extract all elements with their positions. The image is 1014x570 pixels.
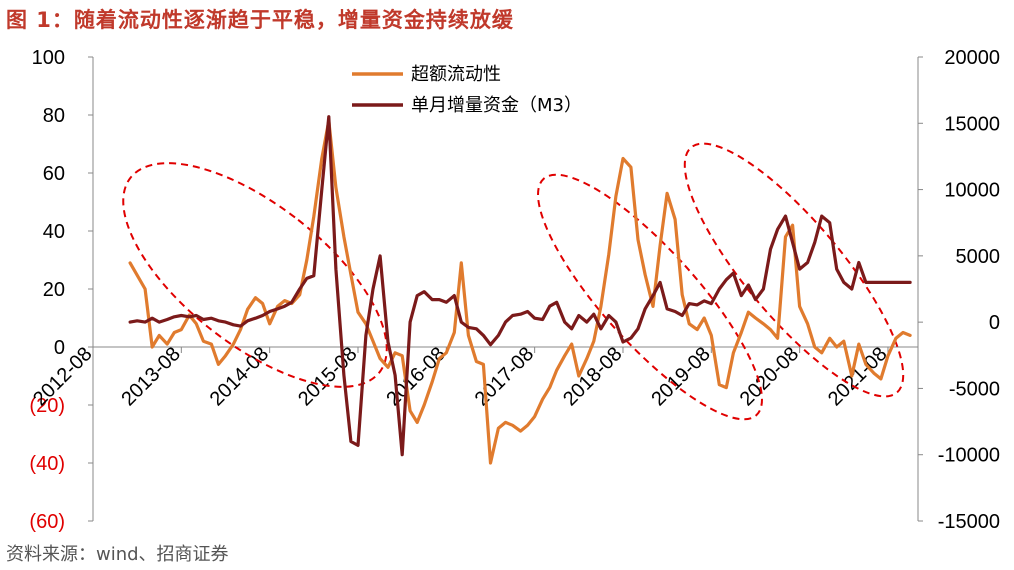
x-tick-label: 2018-08 (559, 343, 626, 410)
x-tick-label: 2015-08 (294, 343, 361, 410)
right-tick-label: 10000 (944, 180, 1000, 202)
left-tick-label: 40 (43, 221, 65, 243)
left-tick-label: (20) (29, 395, 65, 417)
left-tick-label: 80 (43, 105, 65, 127)
highlight-ellipse (122, 162, 388, 388)
chart-title: 图 1：随着流动性逐渐趋于平稳，增量资金持续放缓 (6, 8, 514, 32)
left-tick-label: 0 (54, 337, 65, 359)
legend-label-m3: 单月增量资金（M3） (411, 95, 582, 116)
x-tick-label: 2016-08 (382, 343, 449, 410)
x-tick-label: 2020-08 (736, 343, 803, 410)
series-lines (128, 115, 912, 465)
legend-label-excess: 超额流动性 (411, 64, 501, 85)
right-tick-label: 5000 (956, 246, 1001, 268)
left-tick-label: (60) (29, 511, 65, 533)
series-line-m3 (128, 115, 912, 457)
right-tick-label: 20000 (944, 47, 1000, 69)
series-line-excess-liquidity (128, 119, 912, 465)
right-tick-label: -5000 (949, 378, 1000, 400)
x-tick-label: 2017-08 (471, 343, 538, 410)
source-note: 资料来源：wind、招商证券 (6, 544, 229, 565)
highlight-ellipse (537, 173, 763, 421)
right-tick-label: 15000 (944, 113, 1000, 135)
left-tick-label: (40) (29, 453, 65, 475)
right-tick-label: -15000 (938, 511, 1000, 533)
legend: 超额流动性 单月增量资金（M3） (352, 64, 582, 116)
left-tick-label: 60 (43, 163, 65, 185)
right-tick-label: 0 (989, 312, 1000, 334)
x-tick-label: 2013-08 (117, 343, 184, 410)
left-tick-label: 100 (32, 47, 65, 69)
x-tick-label: 2019-08 (647, 343, 714, 410)
right-tick-label: -10000 (938, 445, 1000, 467)
highlight-ellipse (683, 142, 905, 398)
axes: 100 80 60 40 20 0 (20) (40) (60) 20000 15000 10000 5… (29, 47, 1000, 533)
left-tick-label: 20 (43, 279, 65, 301)
